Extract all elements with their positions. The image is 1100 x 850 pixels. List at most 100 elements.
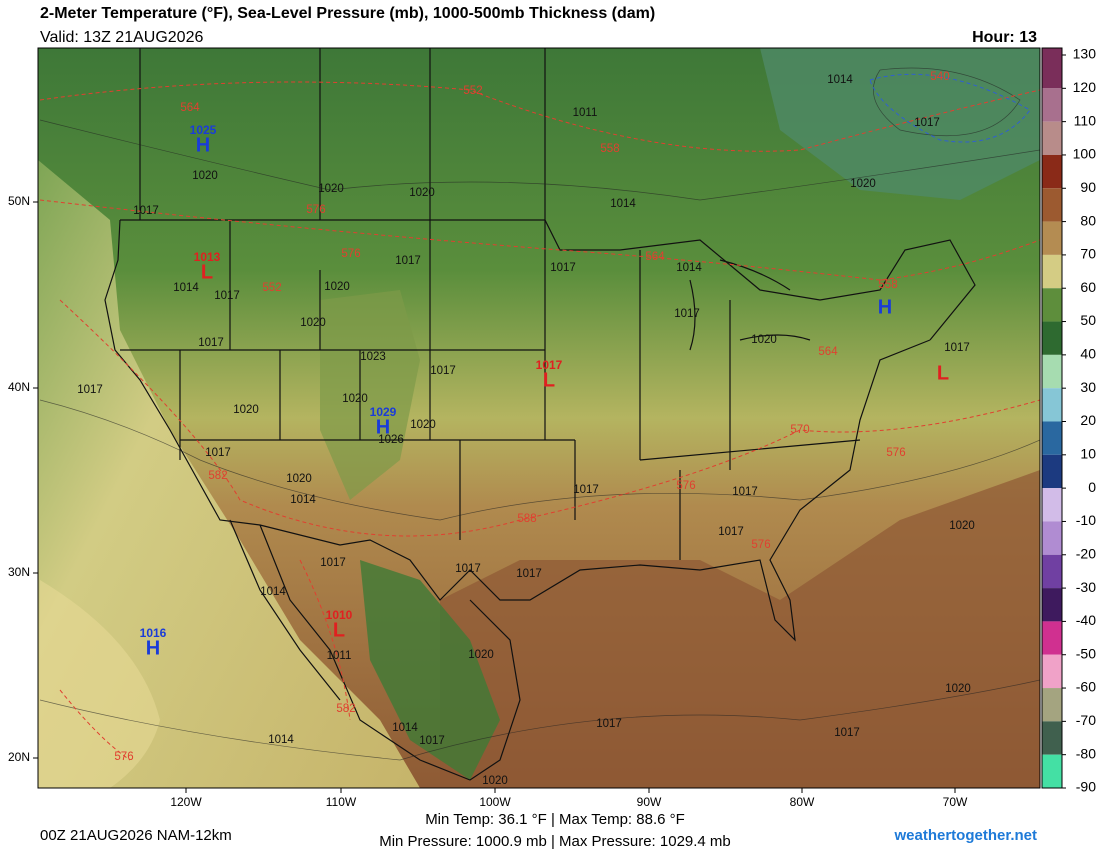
isobar-label: 1014 [827,74,853,86]
isobar-label: 1020 [324,281,350,293]
pacific-region [38,48,420,788]
colorbar-label: 10 [1080,446,1096,462]
colorbar-label: 90 [1080,179,1096,195]
center-symbol: L [937,362,949,384]
colorbar-label: 40 [1080,346,1096,362]
subtropical-pacific [38,580,160,788]
colorbar-label: -60 [1076,679,1096,695]
isobar-label: 1020 [192,170,218,182]
isobar-label: 1017 [914,117,940,129]
map-frame [37,47,1041,789]
isobar-label: 1014 [173,282,199,294]
center-symbol: H [376,416,390,438]
isobar-label: 1017 [573,484,599,496]
colorbar-label: 80 [1080,212,1096,228]
colorbar-cap [1042,48,1062,55]
mexico-highlands [360,560,500,780]
colorbar-band [1042,588,1062,622]
forecast-hour: Hour: 13 [972,29,1037,46]
title: 2-Meter Temperature (°F), Sea-Level Pres… [40,5,655,22]
lat-label: 50N [8,194,30,208]
isobar-label: 1014 [676,262,702,274]
center-pressure: 1013 [194,250,221,264]
colorbar-band [1042,55,1062,89]
isobar-label: 1017 [596,718,622,730]
thickness-label: 558 [600,143,619,155]
colorbar-label: -90 [1076,779,1096,795]
thickness-contours [39,73,1040,761]
isobar-label: 1020 [410,419,436,431]
isobar-label: 1017 [320,557,346,569]
thickness-label: 576 [886,447,905,459]
colorbar-band [1042,88,1062,122]
colorbar-band [1042,321,1062,355]
isobar-label: 1017 [455,563,481,575]
colorbar-label: -40 [1076,612,1096,628]
colorbar-label: -10 [1076,512,1096,528]
lat-label: 20N [8,750,30,764]
colorbar-band [1042,454,1062,489]
center-symbol: H [878,296,892,318]
isobar-label: 1017 [430,365,456,377]
isobar-label: 1017 [214,290,240,302]
thickness-label: 576 [306,204,325,216]
center-pressure: 1010 [326,608,353,622]
colorbar-frame [1041,47,1063,789]
thickness-label: 564 [645,251,665,263]
colorbar-label: -80 [1076,745,1096,761]
isobar-label: 1026 [378,434,404,446]
lat-label: 30N [8,565,30,579]
lon-label: 120W [170,795,202,809]
isobar-label: 1020 [482,775,508,787]
colorbar-label: -50 [1076,645,1096,661]
isobar-label: 1017 [718,526,744,538]
thickness-label: 576 [114,751,133,763]
isobar-label: 1017 [133,205,159,217]
isobar-label: 1017 [674,308,700,320]
borders [104,48,976,781]
colorbar-label: -30 [1076,579,1096,595]
center-symbol: L [201,261,213,283]
thickness-label: 552 [463,85,482,97]
gulf-region [440,470,1040,788]
colorbar-band [1042,188,1062,222]
thickness-label: 552 [262,282,281,294]
thickness-label: 582 [336,703,355,715]
center-symbol: L [543,369,555,391]
isobar-label: 1020 [300,317,326,329]
lon-label: 110W [326,795,357,809]
center-pressure: 1017 [536,358,563,372]
colorbar-band [1042,488,1062,522]
thickness-label: 564 [818,346,838,358]
center-pressure: 1029 [370,405,397,419]
colorbar-band [1042,754,1062,788]
thickness-label: 576 [341,248,360,260]
isobar-label: 1017 [77,384,103,396]
thickness-label: 576 [676,480,695,492]
center-symbol: H [196,134,210,156]
thickness-label: 588 [517,513,536,525]
site-name: weathertogether.net [893,827,1037,844]
isobar-label: 1017 [834,727,860,739]
colorbar-band [1042,288,1062,322]
isobar-label: 1011 [327,650,352,662]
center-pressure: 1016 [140,626,167,640]
colorbar-label: 30 [1080,379,1096,395]
isobar-label: 1017 [732,486,758,498]
center-pressure: 1025 [190,123,217,137]
north-atlantic-region [760,48,1040,200]
thickness-label: 558 [878,279,897,291]
isobar-label: 1017 [550,262,576,274]
colorbar-band [1042,354,1062,389]
colorbar-label: 120 [1073,79,1097,95]
colorbar-band [1042,688,1062,722]
isobar-label: 1020 [751,334,777,346]
colorbar-band [1042,554,1062,589]
isobar-label: 1017 [944,342,970,354]
colorbar-band [1042,254,1062,289]
isobar-label: 1020 [318,183,344,195]
isobar-label: 1014 [268,734,294,746]
colorbar-band [1042,721,1062,755]
thickness-label: 576 [751,539,770,551]
isobar-label: 1014 [392,722,418,734]
